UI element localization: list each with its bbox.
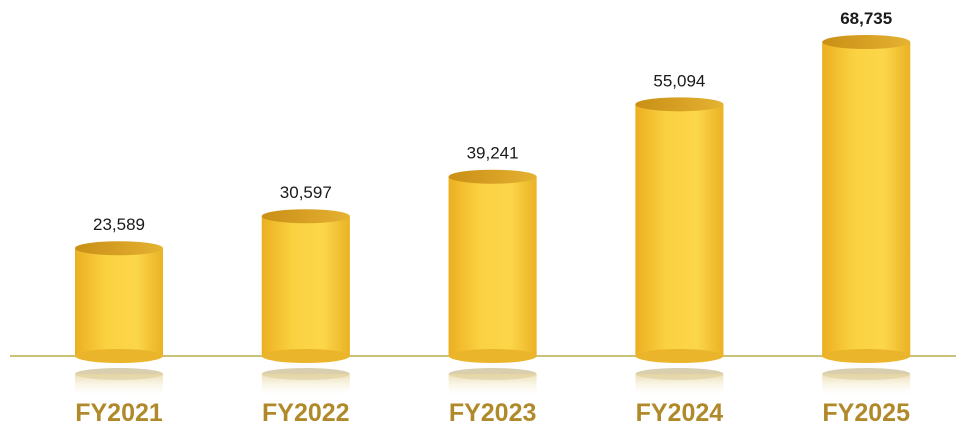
data-label: 23,589 (93, 215, 145, 234)
bar-reflection (448, 374, 537, 398)
bar-shade (448, 176, 537, 356)
bar-top (448, 169, 537, 184)
bar-top (822, 35, 911, 49)
x-tick-label: FY2024 (636, 399, 724, 427)
bar-shade (261, 216, 350, 356)
bar-reflection (822, 374, 911, 398)
bar-reflection (75, 374, 163, 398)
x-tick-label: FY2023 (449, 399, 537, 427)
data-label: 55,094 (653, 71, 705, 90)
bar-shade (635, 104, 724, 356)
bar-top (635, 97, 724, 112)
bar (75, 241, 163, 363)
x-tick-label: FY2022 (262, 399, 350, 427)
bar (822, 35, 911, 363)
bar-bottom (261, 349, 350, 363)
bar-bottom (75, 349, 163, 363)
bar-bottom (822, 349, 911, 363)
bar-shade (75, 248, 163, 356)
bar-shade (822, 42, 911, 356)
bar-reflection (261, 374, 350, 398)
bar-top (261, 209, 350, 224)
x-tick-label: FY2025 (822, 399, 910, 427)
bar-bottom (448, 349, 537, 363)
data-label: 30,597 (280, 183, 332, 202)
data-label: 68,735 (840, 9, 892, 28)
bar-top (75, 241, 163, 256)
data-label: 39,241 (467, 144, 519, 163)
bar-bottom (635, 349, 724, 363)
bar (635, 97, 724, 363)
x-tick-label: FY2021 (75, 399, 163, 427)
bar (448, 169, 537, 363)
bar-reflection (635, 374, 724, 398)
bar (261, 209, 350, 363)
